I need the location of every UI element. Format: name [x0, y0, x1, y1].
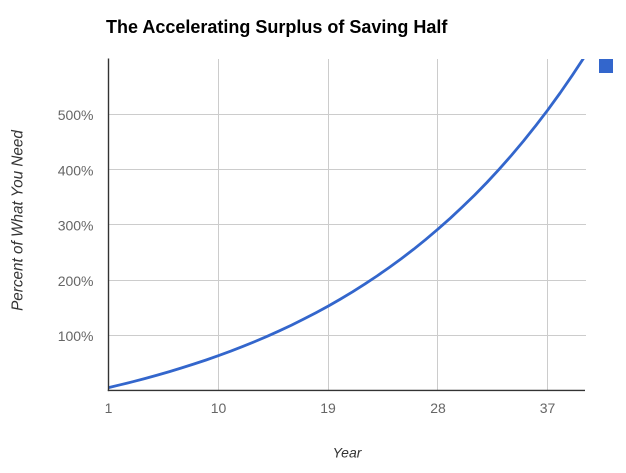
svg-text:10: 10	[211, 400, 227, 416]
svg-text:28: 28	[430, 400, 446, 416]
svg-text:400%: 400%	[58, 162, 94, 178]
svg-text:200%: 200%	[58, 273, 94, 289]
svg-text:100%: 100%	[58, 328, 94, 344]
svg-text:Year: Year	[333, 445, 363, 461]
svg-text:500%: 500%	[58, 107, 94, 123]
svg-text:37: 37	[540, 400, 556, 416]
svg-text:300%: 300%	[58, 218, 94, 234]
svg-text:The Accelerating Surplus of Sa: The Accelerating Surplus of Saving Half	[106, 17, 448, 37]
svg-text:1: 1	[105, 400, 113, 416]
svg-text:19: 19	[320, 400, 336, 416]
svg-text:Percent of What You Need: Percent of What You Need	[10, 130, 27, 311]
